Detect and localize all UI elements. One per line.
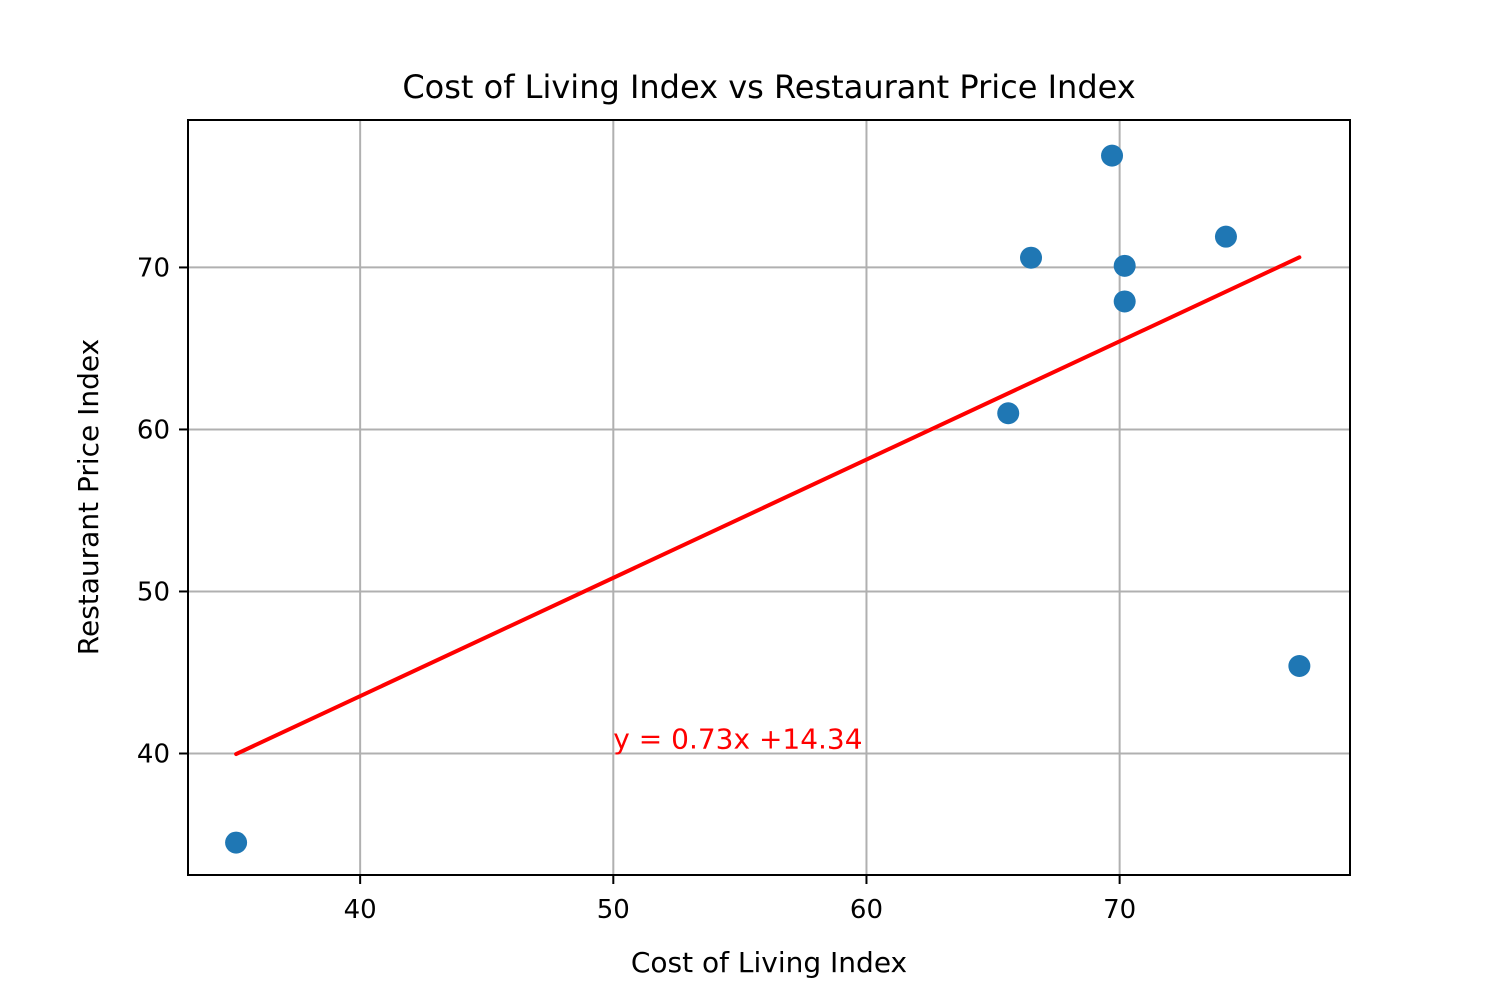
data-points: [225, 144, 1311, 854]
x-tick-label: 50: [597, 895, 630, 925]
x-axis-label: Cost of Living Index: [631, 946, 907, 979]
x-tick-label: 70: [1103, 895, 1136, 925]
data-point: [1288, 654, 1311, 677]
data-point: [997, 402, 1020, 425]
data-point: [225, 831, 248, 854]
data-point: [1113, 254, 1136, 277]
y-axis-label: Restaurant Price Index: [72, 339, 105, 655]
regression-line: [234, 255, 1302, 757]
plot-frame: [187, 119, 1351, 876]
data-point: [1113, 290, 1136, 313]
data-point: [1020, 246, 1043, 269]
y-tick-label: 40: [137, 739, 170, 769]
x-tick-label: 60: [850, 895, 883, 925]
x-ticks: 40 50 60 70: [344, 875, 1136, 925]
data-point: [1214, 225, 1237, 248]
grid-lines: [188, 120, 1350, 875]
y-tick-label: 70: [137, 253, 170, 283]
y-tick-label: 50: [137, 577, 170, 607]
x-tick-label: 40: [344, 895, 377, 925]
regression-layer: [234, 255, 1302, 757]
y-ticks: 40 50 60 70: [137, 253, 188, 769]
chart-title: Cost of Living Index vs Restaurant Price…: [402, 68, 1135, 106]
data-point: [1101, 144, 1124, 167]
y-tick-label: 60: [137, 415, 170, 445]
regression-equation-label: y = 0.73x +14.34: [613, 723, 862, 756]
